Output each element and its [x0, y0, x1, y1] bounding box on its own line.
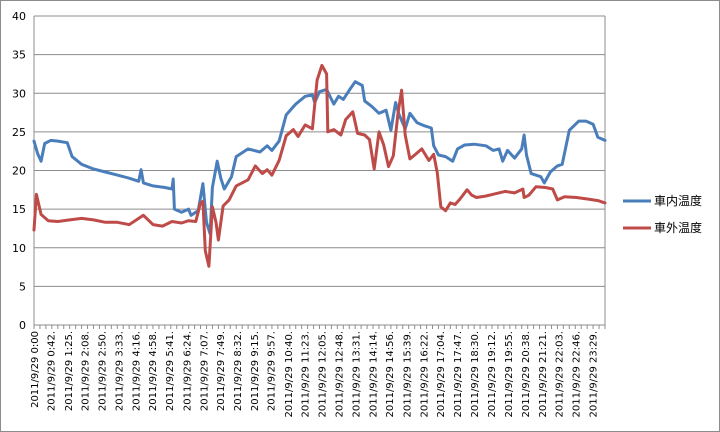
y-tick-label: 35: [12, 49, 26, 62]
x-tick-label: 2011/9/29 9:15.: [250, 331, 261, 411]
y-tick-label: 10: [12, 242, 26, 255]
x-tick-label: 2011/9/29 12:48.: [335, 331, 346, 417]
x-tick-label: 2011/9/29 21:21.: [538, 331, 549, 417]
y-tick-label: 40: [12, 10, 26, 23]
x-tick-label: 2011/9/29 6:24.: [182, 331, 193, 411]
axes: [33, 16, 606, 329]
x-tick-label: 2011/9/29 7:49.: [216, 331, 227, 411]
series-line-2: [32, 63, 607, 268]
x-tick-label: 2011/9/29 4:58.: [148, 331, 159, 411]
legend-label: 車内温度: [654, 193, 702, 208]
x-tick-label: 2011/9/29 7:07.: [199, 331, 210, 411]
x-tick-label: 2011/9/29 20:38.: [521, 331, 532, 417]
x-tick-label: 2011/9/29 9:57.: [267, 331, 278, 411]
x-tick-label: 2011/9/29 1:25.: [64, 331, 75, 411]
y-tick-label: 30: [12, 87, 26, 100]
x-tick-label: 2011/9/29 14:56.: [385, 331, 396, 417]
x-tick-label: 2011/9/29 8:32.: [233, 331, 244, 411]
y-tick-label: 0: [19, 319, 26, 332]
y-tick-label: 5: [19, 280, 26, 293]
y-tick-label: 20: [12, 165, 26, 178]
x-tick-label: 2011/9/29 22:46.: [572, 331, 583, 417]
x-tick-label: 2011/9/29 11:23.: [301, 331, 312, 417]
x-tick-label: 2011/9/29 5:41.: [165, 331, 176, 411]
x-tick-labels: 2011/9/29 0:00 2011/9/29 0:42. 2011/9/29 1…: [30, 331, 600, 417]
x-tick-label: 2011/9/29 16:22.: [419, 331, 430, 417]
series-lines: [32, 63, 607, 268]
x-tick-label: 2011/9/29 14:14.: [369, 331, 380, 417]
x-tick-label: 2011/9/29 15:39.: [402, 331, 413, 417]
x-tick-label: 2011/9/29 0:42.: [47, 331, 58, 411]
x-tick-label: 2011/9/29 19:55.: [504, 331, 515, 417]
x-tick-label: 2011/9/29 18:30.: [470, 331, 481, 417]
x-tick-label: 2011/9/29 17:47.: [453, 331, 464, 417]
y-tick-labels: 0 5 10 15 20 25 30 35 40: [12, 10, 26, 332]
x-tick-label: 2011/9/29 13:31.: [352, 331, 363, 417]
x-tick-label: 2011/9/29 2:08.: [81, 331, 92, 411]
x-tick-label: 2011/9/29 19:12.: [487, 331, 498, 417]
x-tick-label: 2011/9/29 17:04.: [436, 331, 447, 417]
y-tick-label: 15: [12, 203, 26, 216]
x-tick-label: 2011/9/29 2:50.: [97, 331, 108, 411]
y-tick-label: 25: [12, 126, 26, 139]
x-tick-label: 2011/9/29 12:05.: [317, 331, 328, 417]
x-tick-label: 2011/9/29 3:33.: [114, 331, 125, 411]
legend-label: 車外温度: [654, 220, 702, 235]
x-tick-label: 2011/9/29 22:03.: [555, 331, 566, 417]
series-line-1: [32, 80, 607, 236]
x-tick-label: 2011/9/29 23:29.: [589, 331, 600, 417]
x-tick-label: 2011/9/29 4:16.: [132, 331, 143, 411]
x-tick-label: 2011/9/29 10:40.: [284, 331, 295, 417]
x-tick-label: 2011/9/29 0:00: [30, 331, 41, 408]
